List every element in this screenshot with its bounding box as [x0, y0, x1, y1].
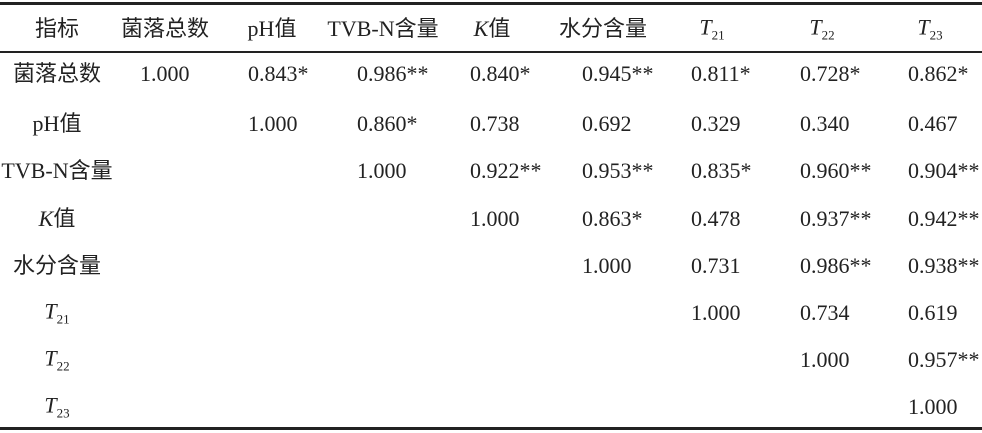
- value-cell: 0.840*: [470, 61, 531, 86]
- row-label: T21: [44, 298, 70, 327]
- text: TVB-N含量: [327, 16, 439, 41]
- row-label: TVB-N含量: [1, 160, 112, 182]
- value-cell: 0.340: [800, 111, 850, 136]
- value-cell: 0.953**: [582, 158, 654, 183]
- header-cell: T22: [809, 14, 835, 43]
- text: 值: [53, 206, 76, 231]
- value-cell: 0.862*: [908, 61, 969, 86]
- value-cell: 1.000: [470, 206, 520, 231]
- value-cell: 0.863*: [582, 206, 643, 231]
- value-cell: 0.811*: [691, 61, 751, 86]
- text: TVB-N含量: [1, 158, 113, 183]
- symbol: T: [44, 298, 57, 324]
- value-cell: 1.000: [582, 253, 632, 278]
- header-cell: K值: [474, 18, 511, 40]
- value-cell: 0.986**: [357, 61, 429, 86]
- value-cell: 0.619: [908, 300, 958, 325]
- top-rule: [0, 2, 982, 5]
- row-label: K值: [39, 208, 76, 230]
- symbol: T: [44, 345, 57, 371]
- subscript: 21: [711, 27, 725, 43]
- symbol: T: [44, 392, 57, 418]
- header-cell: 水分含量: [559, 18, 647, 40]
- text: 值: [488, 16, 511, 41]
- header-cell: 指标: [35, 18, 79, 40]
- value-cell: 0.843*: [248, 61, 309, 86]
- subscript: 22: [821, 27, 835, 43]
- value-cell: 0.329: [691, 111, 741, 136]
- symbol: T: [809, 14, 822, 40]
- text: pH值: [247, 16, 297, 41]
- text: 菌落总数: [12, 61, 102, 86]
- subscript: 23: [929, 27, 943, 43]
- text: 指标: [34, 16, 80, 41]
- subscript: 22: [56, 358, 70, 374]
- text: 水分含量: [12, 253, 102, 278]
- header-cell: T23: [917, 14, 943, 43]
- subscript: 23: [56, 405, 70, 421]
- value-cell: 0.937**: [800, 206, 872, 231]
- value-cell: 0.938**: [908, 253, 980, 278]
- value-cell: 0.692: [582, 111, 632, 136]
- header-cell: pH值: [248, 18, 297, 40]
- value-cell: 0.860*: [357, 111, 418, 136]
- value-cell: 0.734: [800, 300, 850, 325]
- value-cell: 0.942**: [908, 206, 980, 231]
- text: 菌落总数: [120, 16, 210, 41]
- value-cell: 0.738: [470, 111, 520, 136]
- symbol: K: [38, 206, 54, 231]
- header-rule: [0, 51, 982, 53]
- row-label: 菌落总数: [13, 63, 101, 85]
- value-cell: 1.000: [691, 300, 741, 325]
- symbol: K: [473, 16, 489, 41]
- value-cell: 0.835*: [691, 158, 752, 183]
- row-label: T23: [44, 392, 70, 421]
- value-cell: 0.478: [691, 206, 741, 231]
- value-cell: 1.000: [357, 158, 407, 183]
- value-cell: 0.728*: [800, 61, 861, 86]
- value-cell: 0.957**: [908, 347, 980, 372]
- header-cell: T21: [699, 14, 725, 43]
- row-label: T22: [44, 345, 70, 374]
- value-cell: 0.731: [691, 253, 741, 278]
- value-cell: 1.000: [140, 61, 190, 86]
- value-cell: 1.000: [248, 111, 298, 136]
- subscript: 21: [56, 311, 70, 327]
- value-cell: 0.960**: [800, 158, 872, 183]
- value-cell: 0.986**: [800, 253, 872, 278]
- text: 水分含量: [558, 16, 648, 41]
- value-cell: 1.000: [800, 347, 850, 372]
- value-cell: 1.000: [908, 394, 958, 419]
- header-cell: 菌落总数: [121, 18, 209, 40]
- header-cell: TVB-N含量: [327, 18, 438, 40]
- value-cell: 0.922**: [470, 158, 542, 183]
- bottom-rule: [0, 427, 982, 430]
- symbol: T: [917, 14, 930, 40]
- value-cell: 0.904**: [908, 158, 980, 183]
- value-cell: 0.467: [908, 111, 958, 136]
- text: pH值: [32, 111, 82, 136]
- symbol: T: [699, 14, 712, 40]
- row-label: pH值: [33, 113, 82, 135]
- value-cell: 0.945**: [582, 61, 654, 86]
- row-label: 水分含量: [13, 255, 101, 277]
